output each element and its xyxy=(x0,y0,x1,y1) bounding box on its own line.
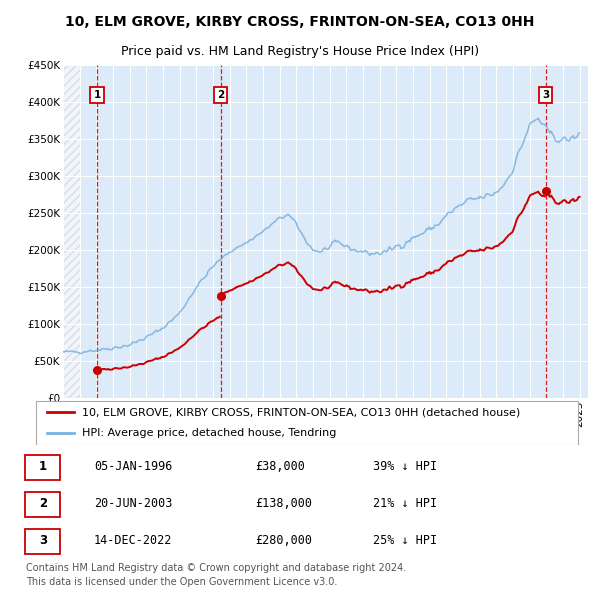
Text: Contains HM Land Registry data © Crown copyright and database right 2024.
This d: Contains HM Land Registry data © Crown c… xyxy=(26,563,407,587)
Text: £138,000: £138,000 xyxy=(255,497,312,510)
Text: 3: 3 xyxy=(39,534,47,547)
Text: 39% ↓ HPI: 39% ↓ HPI xyxy=(373,460,437,473)
Text: 10, ELM GROVE, KIRBY CROSS, FRINTON-ON-SEA, CO13 0HH: 10, ELM GROVE, KIRBY CROSS, FRINTON-ON-S… xyxy=(65,15,535,29)
Text: 1: 1 xyxy=(94,90,101,100)
Text: 14-DEC-2022: 14-DEC-2022 xyxy=(94,534,173,547)
Text: £280,000: £280,000 xyxy=(255,534,312,547)
Text: Price paid vs. HM Land Registry's House Price Index (HPI): Price paid vs. HM Land Registry's House … xyxy=(121,45,479,58)
Text: 1: 1 xyxy=(39,460,47,473)
Text: 2: 2 xyxy=(217,90,224,100)
FancyBboxPatch shape xyxy=(25,529,60,553)
Text: 2: 2 xyxy=(39,497,47,510)
Text: 25% ↓ HPI: 25% ↓ HPI xyxy=(373,534,437,547)
Text: HPI: Average price, detached house, Tendring: HPI: Average price, detached house, Tend… xyxy=(82,428,337,438)
FancyBboxPatch shape xyxy=(25,492,60,517)
Bar xyxy=(63,65,80,398)
Text: 05-JAN-1996: 05-JAN-1996 xyxy=(94,460,173,473)
Text: 3: 3 xyxy=(542,90,549,100)
Text: 21% ↓ HPI: 21% ↓ HPI xyxy=(373,497,437,510)
FancyBboxPatch shape xyxy=(25,455,60,480)
FancyBboxPatch shape xyxy=(36,401,578,444)
Text: 10, ELM GROVE, KIRBY CROSS, FRINTON-ON-SEA, CO13 0HH (detached house): 10, ELM GROVE, KIRBY CROSS, FRINTON-ON-S… xyxy=(82,407,521,417)
Text: £38,000: £38,000 xyxy=(255,460,305,473)
Text: 20-JUN-2003: 20-JUN-2003 xyxy=(94,497,173,510)
